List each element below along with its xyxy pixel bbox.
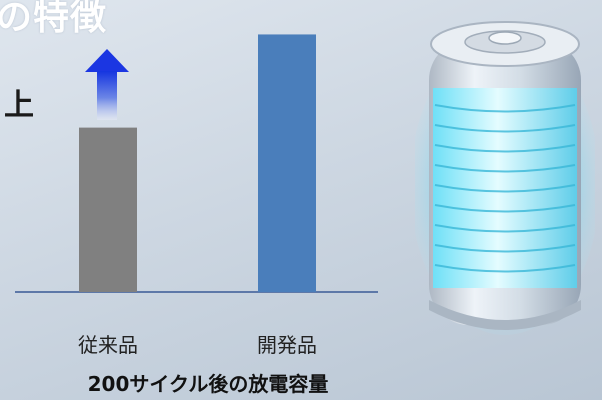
x-tick-label-2: 開発品 [257, 333, 317, 357]
up-arrow-icon [85, 49, 129, 120]
bar-2 [258, 34, 316, 292]
title-fragment: の特徴 [0, 0, 108, 38]
x-tick-label-1: 従来品 [78, 333, 138, 357]
side-char: 上 [4, 88, 34, 123]
bar-1 [79, 127, 137, 292]
x-axis-label: 200サイクル後の放電容量 [87, 372, 329, 396]
battery-image [415, 21, 595, 335]
